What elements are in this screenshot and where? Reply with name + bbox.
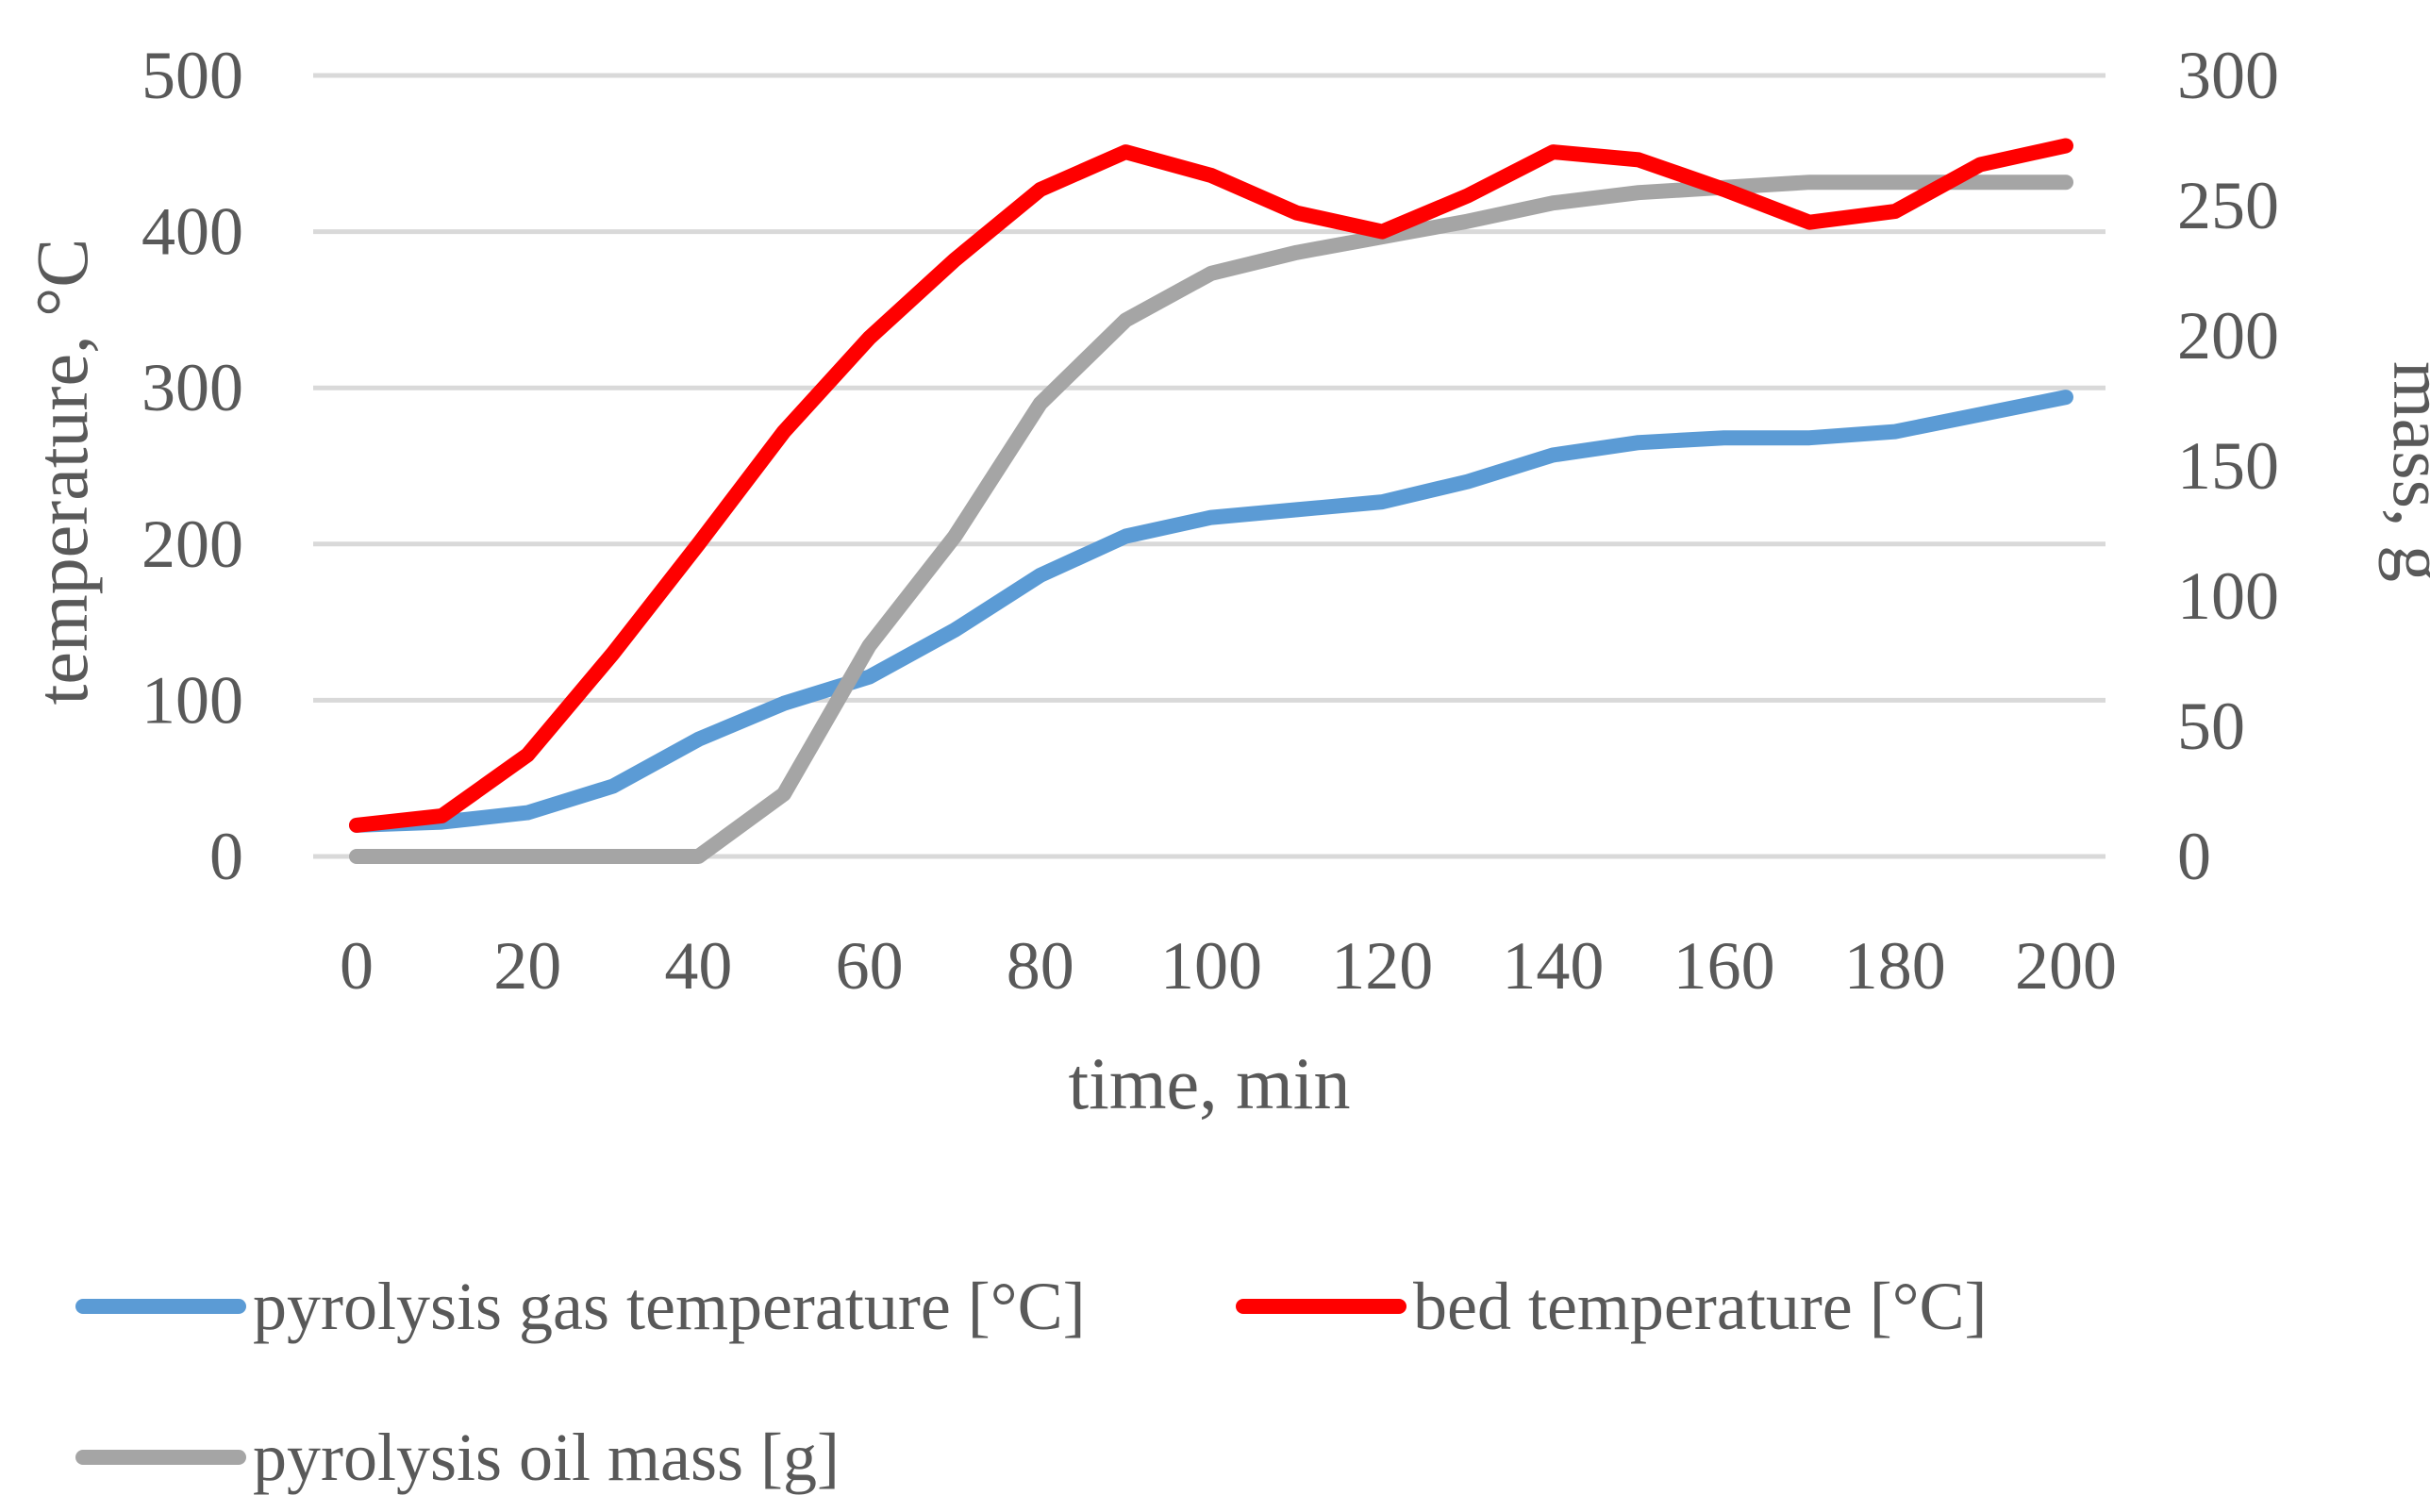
legend-label: pyrolysis oil mass [g] [253, 1420, 840, 1495]
series-line-2 [349, 174, 2073, 864]
legend-label: bed temperature [°C] [1413, 1269, 1988, 1344]
gridlines [313, 73, 2105, 859]
y-tick-label: 400 [141, 194, 243, 270]
y2-tick-label: 50 [2177, 689, 2245, 764]
legend-label: pyrolysis gas temperature [°C] [253, 1269, 1086, 1344]
series-line-0 [349, 390, 2073, 833]
y-tick-label: 100 [141, 662, 243, 738]
y-tick-label: 500 [141, 38, 243, 113]
x-tick-label: 80 [1007, 928, 1074, 1004]
y2-tick-label: 200 [2177, 298, 2279, 374]
y-axis-title: temperature, °C [21, 239, 103, 706]
series-line-1 [349, 138, 2073, 833]
x-tick-label: 140 [1502, 928, 1604, 1004]
right-axis-ticks: 0 50 100 150 200 250 300 [2177, 38, 2279, 894]
y2-axis-title: mass, g [2378, 361, 2430, 582]
y2-tick-label: 300 [2177, 38, 2279, 113]
x-axis-title: time, min [1069, 1042, 1351, 1124]
x-tick-label: 120 [1331, 928, 1433, 1004]
y2-tick-label: 250 [2177, 168, 2279, 243]
x-tick-label: 100 [1160, 928, 1262, 1004]
y2-tick-label: 0 [2177, 819, 2211, 894]
x-tick-label: 180 [1844, 928, 1946, 1004]
x-tick-label: 60 [836, 928, 904, 1004]
x-tick-label: 160 [1673, 928, 1775, 1004]
x-tick-label: 0 [340, 928, 374, 1004]
plot-area [349, 138, 2073, 864]
x-axis-ticks: 0 20 40 60 80 100 120 140 160 180 200 [340, 928, 2117, 1004]
y2-tick-label: 100 [2177, 558, 2279, 634]
y-tick-label: 0 [209, 819, 243, 894]
x-tick-label: 20 [493, 928, 561, 1004]
left-axis-ticks: 0 100 200 300 400 500 [141, 38, 243, 894]
legend: pyrolysis gas temperature [°C] bed temper… [75, 1269, 1988, 1495]
x-tick-label: 200 [2015, 928, 2117, 1004]
y-tick-label: 300 [141, 350, 243, 425]
y-tick-label: 200 [141, 507, 243, 582]
x-tick-label: 40 [664, 928, 732, 1004]
y2-tick-label: 150 [2177, 428, 2279, 504]
